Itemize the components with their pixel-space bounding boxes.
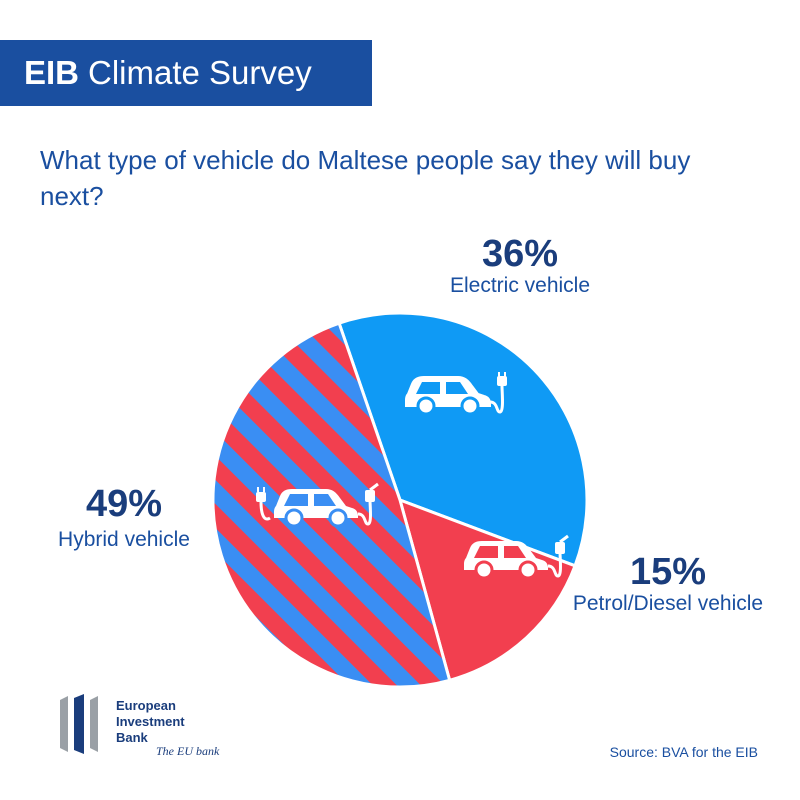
eib-logo-bars-icon (60, 694, 98, 754)
eib-logo-line2: Investment (116, 714, 185, 729)
hybrid-category-label: Hybrid vehicle (58, 528, 190, 551)
electric-category-label: Electric vehicle (450, 274, 590, 297)
pie-slice-petrol-diesel (397, 497, 577, 683)
eib-logo-name: European Investment Bank (116, 698, 185, 746)
source-note: Source: BVA for the EIB (609, 744, 758, 760)
title-banner: EIB Climate Survey (0, 40, 372, 106)
hybrid-car-icon (256, 482, 379, 528)
hybrid-percent-label: 49% (86, 483, 162, 525)
petrol-car-icon (464, 534, 569, 580)
petrol-percent-label: 15% (630, 551, 706, 593)
eib-logo: European Investment Bank The EU bank (58, 694, 278, 764)
electric-car-icon (405, 372, 507, 416)
pie-slice-electric (337, 311, 589, 568)
eib-logo-line1: European (116, 698, 176, 713)
electric-percent-label: 36% (482, 233, 558, 275)
petrol-category-label: Petrol/Diesel vehicle (573, 592, 763, 615)
eib-logo-tagline: The EU bank (156, 744, 220, 758)
banner-title: Climate Survey (88, 54, 312, 91)
banner-brand: EIB (24, 54, 80, 91)
chart-question: What type of vehicle do Maltese people s… (40, 145, 691, 211)
eib-logo-line3: Bank (116, 730, 148, 745)
